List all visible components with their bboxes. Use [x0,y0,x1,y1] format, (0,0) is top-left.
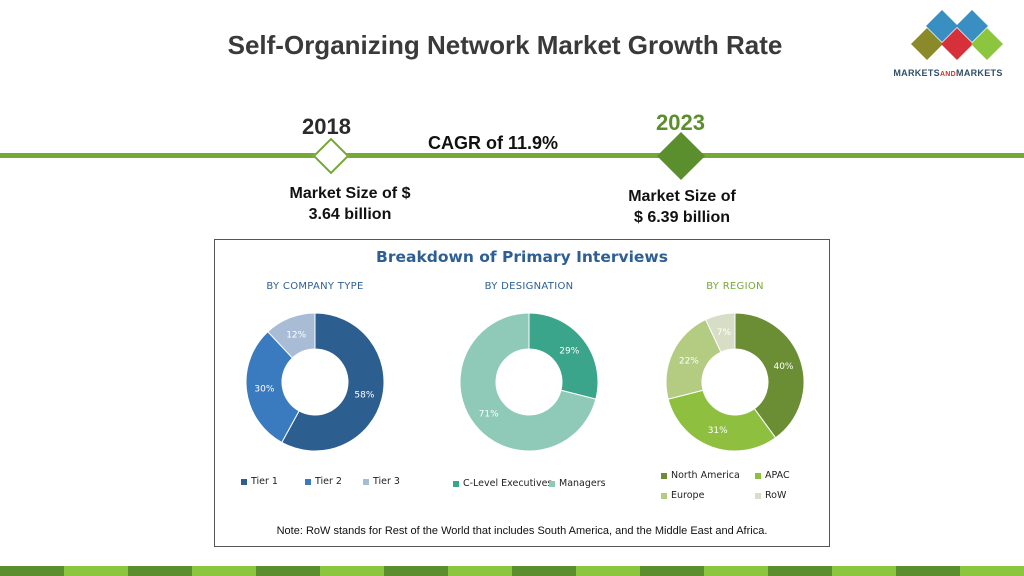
donut-slice-tier-3 [267,312,316,359]
donut-label-apac: 31% [708,426,728,436]
legend-item-europe: Europe [661,490,704,501]
legend-designation: C-Level Executives Managers [453,478,653,492]
market-size-end-line2: $ 6.39 billion [633,209,731,226]
logo-wordmark: MARKETSANDMARKETS [893,68,1003,78]
legend-label: North America [671,470,740,481]
legend-label: Tier 1 [251,476,278,487]
legend-item-c-level-executives: C-Level Executives [453,478,552,489]
cagr-label: CAGR of 11.9% [428,133,559,153]
donut-chart-region: 40% 31% 22% 7% [665,312,805,452]
bottom-stripe-segment [960,566,1024,576]
legend-swatch [241,478,247,485]
bottom-stripe-segment [448,566,512,576]
market-size-start: Market Size of $ 3.64 billion [262,183,438,225]
donut-chart-company-type: 58% 30% 12% [245,312,385,452]
market-size-end-line1: Market Size of [628,188,736,205]
chart-title-designation: BY DESIGNATION [484,281,574,292]
timeline-marker-end [656,131,706,181]
breakdown-panel: Breakdown of Primary Interviews BY COMPA… [214,239,830,547]
market-size-start-line2: 3.64 billion [308,206,392,223]
legend-company-type: Tier 1 Tier 2 Tier 3 [241,476,441,490]
chart-title-region: BY REGION [706,281,764,292]
bottom-stripe-segment [0,566,64,576]
bottom-stripe-segment [256,566,320,576]
donut-label-europe: 22% [679,356,699,366]
donut-slice-apac [667,389,777,452]
legend-item-row: RoW [755,490,786,501]
marketsandmarkets-logo [911,10,1003,60]
donut-label-tier-1: 58% [354,391,374,401]
timeline-start-year: 2018 [302,114,351,139]
donut-slice-tier-2 [245,330,300,444]
legend-swatch [755,492,761,499]
donut-chart-designation: 29% 71% [459,312,599,452]
legend-item-tier-1: Tier 1 [241,476,278,487]
timeline-line [0,153,1024,158]
bottom-stripe-segment [704,566,768,576]
chart-title-company-type: BY COMPANY TYPE [266,281,364,292]
bottom-stripe-segment [512,566,576,576]
donut-slice-row [704,312,736,353]
timeline-marker-start [312,137,350,175]
legend-label: RoW [765,490,787,501]
legend-swatch [661,492,667,499]
bottom-stripe-segment [192,566,256,576]
donut-label-c-level-executives: 29% [559,347,579,357]
legend-label: C-Level Executives [463,478,553,489]
bottom-stripe-segment [384,566,448,576]
donut-label-row: 7% [717,328,732,338]
legend-item-north-america: North America [661,470,740,481]
legend-label: Europe [671,490,705,501]
legend-item-tier-2: Tier 2 [305,476,342,487]
donut-label-tier-2: 30% [254,384,274,394]
bottom-stripe-segment [896,566,960,576]
breakdown-title: Breakdown of Primary Interviews [376,248,668,266]
legend-swatch [363,478,369,485]
legend-swatch [305,478,311,485]
market-size-start-line1: Market Size of $ [289,185,411,202]
legend-label: APAC [765,470,790,481]
legend-region: North America APAC Europe RoW [661,470,821,504]
donut-slice-tier-1 [281,312,385,452]
bottom-stripe-segment [320,566,384,576]
donut-label-tier-3: 12% [286,331,306,341]
bottom-stripe-segment [128,566,192,576]
bottom-stripe-segment [640,566,704,576]
page-title: Self-Organizing Network Market Growth Ra… [227,30,783,60]
legend-label: Managers [559,478,606,489]
legend-item-apac: APAC [755,470,790,481]
market-size-end: Market Size of $ 6.39 billion [604,186,760,228]
legend-label: Tier 2 [315,476,342,487]
legend-item-managers: Managers [549,478,606,489]
bottom-stripe-segment [768,566,832,576]
legend-swatch [755,472,761,479]
bottom-stripe-segment [576,566,640,576]
bottom-stripe-segment [64,566,128,576]
footnote: Note: RoW stands for Rest of the World t… [276,525,768,537]
legend-swatch [453,480,459,487]
bottom-stripe [0,566,1024,576]
donut-slice-north-america [734,312,805,439]
legend-label: Tier 3 [373,476,400,487]
legend-item-tier-3: Tier 3 [363,476,400,487]
donut-label-north-america: 40% [773,362,793,372]
donut-label-managers: 71% [479,409,499,419]
donut-slice-c-level-executives [528,312,599,400]
donut-slice-managers [459,312,597,452]
timeline-end-year: 2023 [656,110,705,135]
bottom-stripe-segment [832,566,896,576]
legend-swatch [549,480,555,487]
legend-swatch [661,472,667,479]
